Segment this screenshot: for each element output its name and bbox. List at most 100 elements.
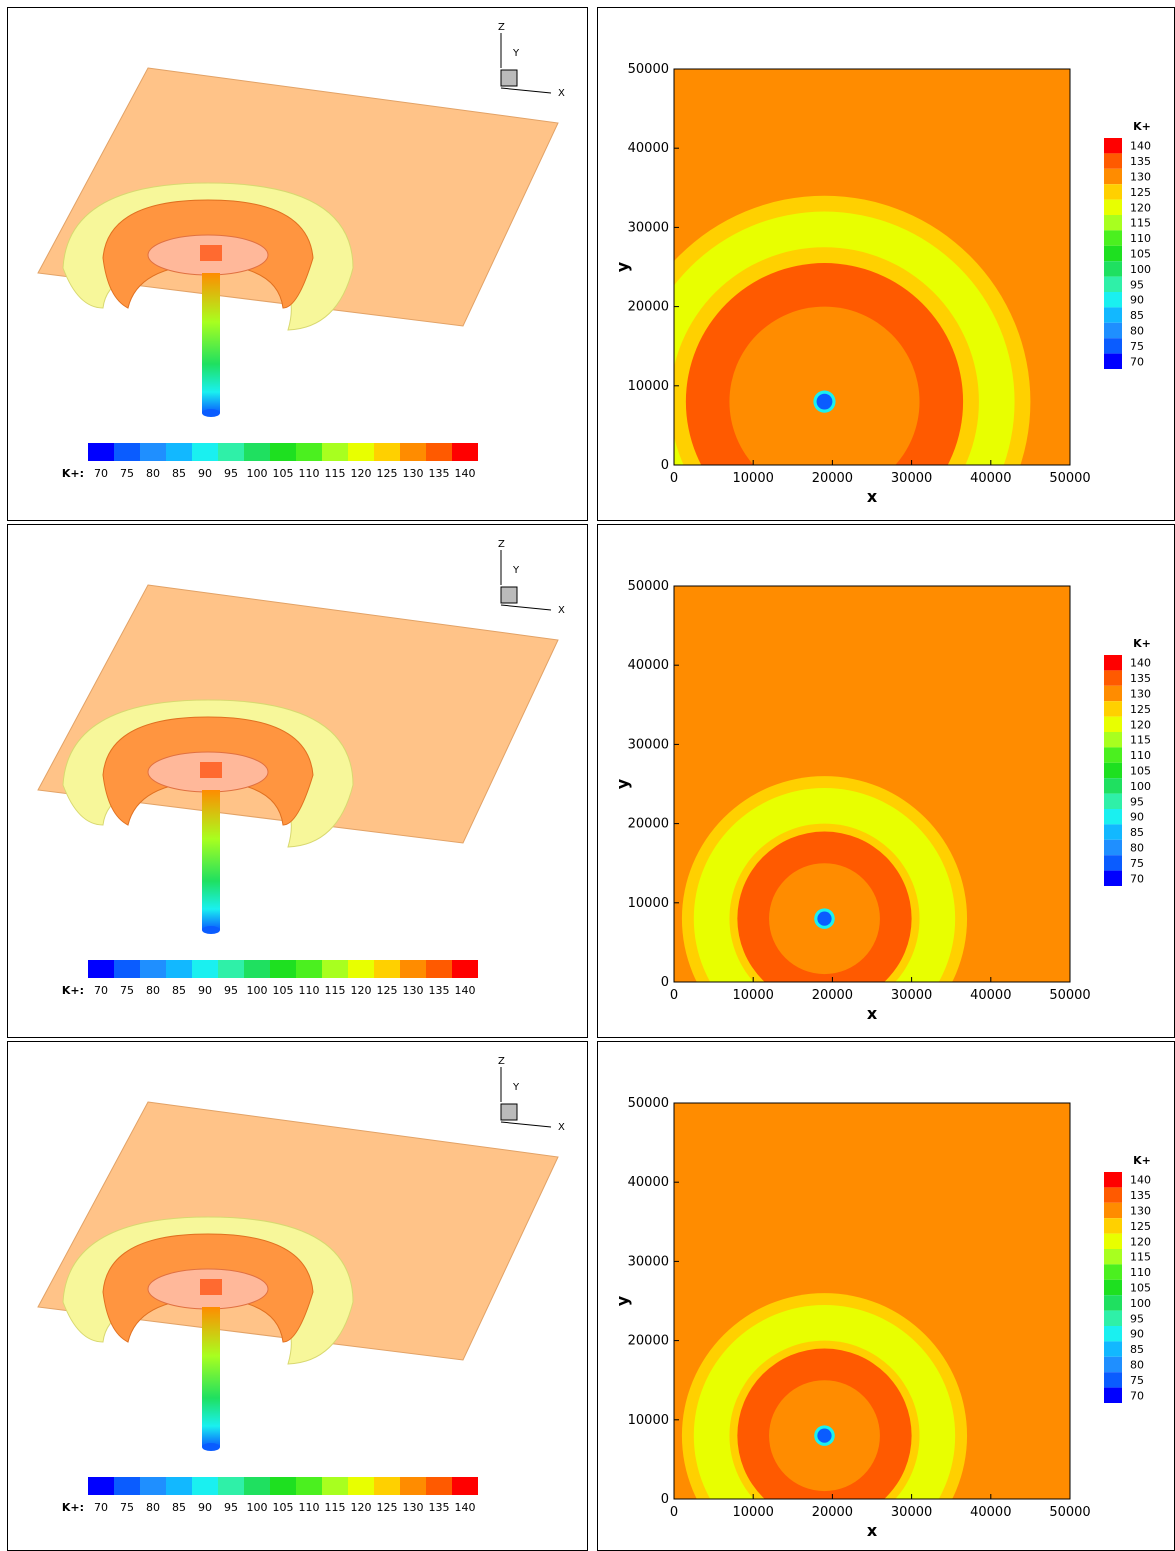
colorbar-label: 85 [1130,309,1144,322]
colorbar-swatch-105 [270,960,296,978]
colorbar-label: 110 [1130,1266,1151,1279]
y-tick-label: 0 [661,458,669,473]
colorbar-swatch-95 [1104,1310,1122,1326]
colorbar-label: 135 [429,984,450,997]
colorbar-swatch-70 [88,1477,114,1495]
contour-rings [681,776,967,982]
colorbar-label: 75 [1130,340,1144,353]
x-tick-label: 40000 [970,471,1011,486]
colorbar-label: 125 [1130,1220,1151,1233]
colorbar-label: 95 [1130,278,1144,291]
surface-3d-row2: K+: 70 75 80 85 90 95 100 105 110 115 120 125 130 135 1… [37,539,565,997]
plot-frame [673,585,1071,983]
triad-y-label: Y [512,565,520,576]
colorbar-swatch-100 [1104,1295,1122,1311]
colorbar-label: 140 [455,984,476,997]
colorbar-swatch-140 [452,960,478,978]
colorbar-swatch-110 [1104,230,1122,246]
colorbar-label: 115 [325,1501,346,1514]
colorbar-swatch-90 [1104,292,1122,308]
x-axis-label: x [867,1521,878,1540]
colorbar-label: 115 [1130,1251,1151,1264]
colorbar-swatch-85 [1104,307,1122,323]
x-tick-label: 10000 [733,471,774,486]
plot-frame [673,1102,1071,1500]
colorbar-label: 140 [1130,140,1151,153]
colorbar-swatch-115 [322,960,348,978]
colorbar-swatch-110 [1104,747,1122,763]
colorbar-swatch-95 [1104,793,1122,809]
colorbar-swatch-120 [348,960,374,978]
stem-bottom [202,926,220,934]
colorbar-label: 135 [1130,155,1151,168]
colorbar-label: 100 [1130,780,1151,793]
contour-ring-75 [816,393,833,410]
triad-x-label: X [558,88,565,99]
colorbar-swatch-125 [1104,1218,1122,1234]
triad-x-label: X [558,605,565,616]
colorbar-label: 100 [247,1501,268,1514]
colorbar-label: 135 [1130,672,1151,685]
colorbar-label: 110 [1130,232,1151,245]
contour-rings [674,195,1031,465]
colorbar-label: 140 [1130,657,1151,670]
triad-x-label: X [558,1122,565,1133]
x-tick-label: 20000 [812,1505,853,1520]
colorbar-label: 110 [299,984,320,997]
colorbar-label: 75 [120,984,134,997]
colorbar-swatch-100 [244,1477,270,1495]
colorbar-label: 130 [403,467,424,480]
colorbar-swatch-130 [1104,168,1122,185]
x-axis-line [500,1121,552,1128]
colorbar-swatch-120 [1104,199,1122,215]
colorbar-label: 130 [1130,688,1151,701]
y-tick-label: 0 [661,1492,669,1507]
colorbar-label: 105 [1130,248,1151,261]
colorbar-swatch-90 [192,1477,218,1495]
colorbar-label: 85 [172,984,186,997]
colorbar-label: 110 [1130,749,1151,762]
y-tick-label: 30000 [628,1254,669,1269]
colorbar-label: 100 [247,467,268,480]
colorbar-label: 80 [1130,1359,1144,1372]
colorbar-swatch-130 [1104,685,1122,702]
panel-3d-row1: K+: 70 75 80 85 90 95 100 105 110 115 120 125 130 135 1… [7,7,588,521]
y-axis-label: y [613,778,632,789]
panel-2d-row2: 0 10000 20000 30000 40000 50000 0 10000 20000 300… [597,524,1175,1038]
colorbar-swatch-70 [88,960,114,978]
colorbar-label: 90 [198,467,212,480]
x-axis-line [500,604,552,611]
colorbar-swatch-130 [400,443,426,461]
contour-ring-130 [729,306,920,465]
colorbar-swatch-115 [322,443,348,461]
colorbar-label: 90 [198,984,212,997]
colorbar-title: K+ [1133,120,1151,133]
colorbar-label: 125 [1130,703,1151,716]
colorbar-swatch-120 [348,1477,374,1495]
colorbar-swatch-80 [140,960,166,978]
colorbar-swatch-135 [1104,670,1122,686]
contour-2d-row1: 0 10000 20000 30000 40000 50000 0 10000 20000 300… [613,62,1151,506]
triad-z-label: Z [498,22,505,33]
y-tick-label: 50000 [628,579,669,594]
colorbar-swatch-105 [1104,1279,1122,1296]
colorbar-swatch-110 [1104,1264,1122,1280]
axis-triad: Z Y X [498,539,565,616]
colorbar-label: 80 [1130,325,1144,338]
colorbar-label: 125 [377,467,398,480]
colorbar-label: 125 [377,1501,398,1514]
colorbar-swatch-85 [1104,824,1122,840]
contour-ring-75 [817,1428,832,1443]
colorbar-label: 120 [1130,1235,1151,1248]
colorbar-swatch-110 [296,960,322,978]
colorbar-label: 120 [351,1501,372,1514]
colorbar-swatch-75 [114,1477,140,1495]
triad-y-label: Y [512,48,520,59]
colorbar-swatch-90 [1104,809,1122,825]
colorbar-label: 75 [1130,1374,1144,1387]
triad-cube [500,1103,518,1121]
colorbar-label: 90 [1130,811,1144,824]
x-tick-label: 40000 [970,988,1011,1003]
colorbar-label: 75 [120,1501,134,1514]
colorbar-label: 110 [299,1501,320,1514]
